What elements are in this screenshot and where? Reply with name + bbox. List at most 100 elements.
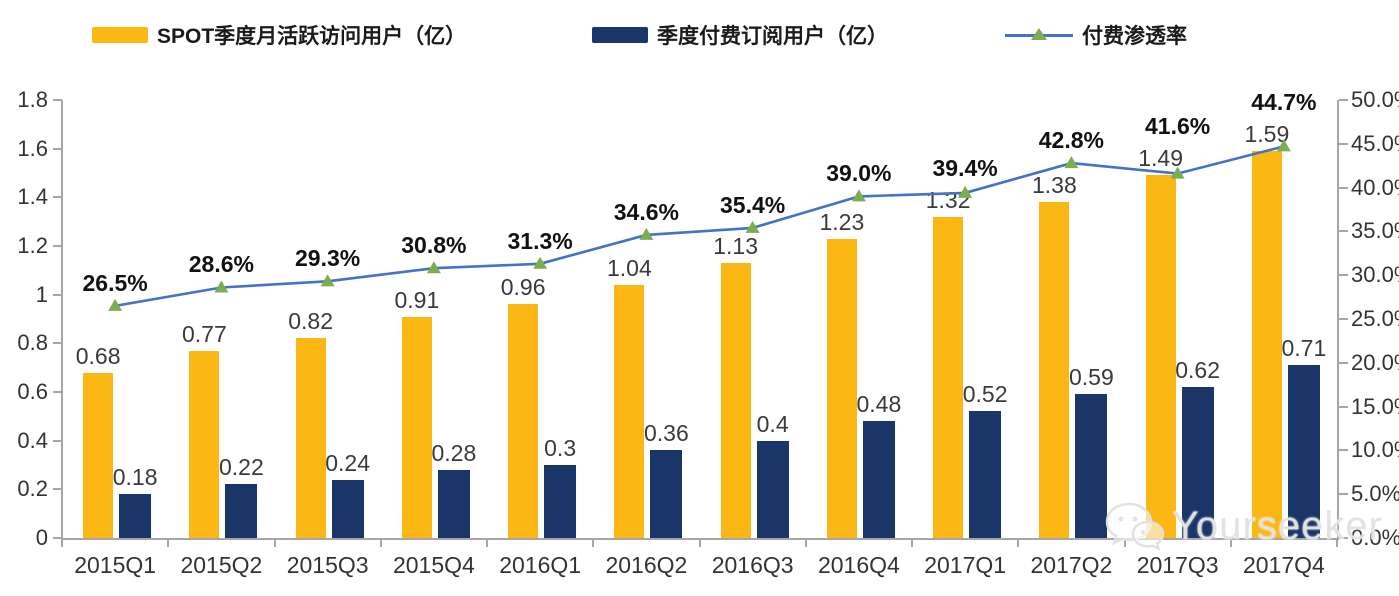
wechat-icon [1105, 502, 1165, 552]
y-axis-left-tick-label: 0.6 [17, 379, 48, 404]
x-axis-tick [911, 538, 913, 547]
y-axis-left-tick [53, 537, 62, 539]
x-axis-tick [1229, 538, 1232, 547]
y-axis-left-tick-label: 0 [35, 525, 48, 550]
x-axis-category-label: 2017Q1 [924, 552, 1007, 578]
subs-value-label: 0.28 [431, 439, 477, 466]
y-axis-right-tick-label: 30.0% [1351, 262, 1399, 288]
y-axis-right-tick-label: 0.0% [1351, 525, 1399, 550]
y-axis-right-tick [1339, 493, 1348, 496]
y-axis-right-tick [1339, 274, 1348, 277]
subs-value-label: 0.59 [1068, 364, 1114, 391]
mau-value-label: 1.49 [1138, 145, 1184, 172]
mau-bar [933, 216, 964, 538]
x-axis-tick [804, 538, 807, 547]
subs-value-label: 0.4 [756, 410, 789, 437]
x-axis-tick [379, 538, 382, 547]
x-axis-tick [1123, 538, 1126, 547]
subs-legend-swatch [592, 27, 648, 43]
mau-bar [295, 338, 326, 538]
x-axis-category-label: 2015Q4 [392, 552, 475, 578]
x-axis-tick [486, 538, 488, 547]
mau-bar [720, 263, 751, 538]
y-axis-left-tick [53, 439, 62, 442]
y-axis-right-tick [1339, 449, 1348, 452]
subs-bar [650, 450, 683, 538]
x-axis-category-label: 2015Q3 [286, 552, 369, 578]
subs-value-label: 0.52 [962, 381, 1008, 408]
penetration-percent-label: 35.4% [720, 191, 786, 218]
mau-bar [1145, 175, 1176, 538]
subs-bar [331, 479, 364, 538]
mau-value-label: 1.23 [819, 208, 865, 235]
x-axis-category-label: 2017Q3 [1136, 552, 1219, 578]
y-axis-left-tick-label: 0.2 [17, 476, 48, 502]
penetration-percent-label: 42.8% [1038, 127, 1104, 154]
y-axis-right-tick [1339, 99, 1348, 101]
subs-value-label: 0.18 [112, 464, 158, 491]
y-axis-right-tick [1339, 318, 1348, 320]
x-axis-category-label: 2015Q1 [74, 552, 157, 578]
penetration-percent-label: 28.6% [188, 251, 254, 278]
legend-item-penetration: 付费渗透率 [1005, 20, 1187, 50]
subs-value-label: 0.62 [1175, 357, 1221, 384]
penetration-percent-label: 39.0% [826, 160, 892, 187]
y-axis-left-tick-label: 0.4 [17, 427, 48, 453]
watermark-text: Yourseeker [1172, 503, 1383, 548]
x-axis-category-label: 2017Q2 [1030, 552, 1113, 578]
subs-bar [969, 411, 1002, 538]
subs-legend-label: 季度付费订阅用户（亿） [657, 25, 888, 48]
mau-bar [614, 284, 645, 538]
y-axis-left-tick-label: 1.6 [17, 135, 48, 161]
subs-bar [225, 484, 258, 538]
mau-value-label: 0.77 [181, 320, 227, 347]
mau-value-label: 0.82 [288, 308, 334, 335]
y-axis-right-tick [1339, 361, 1348, 364]
y-axis-right-tick [1339, 186, 1348, 189]
subs-value-label: 0.48 [856, 391, 902, 418]
legend-item-mau: SPOT季度月活跃访问用户（亿） [92, 20, 466, 50]
x-axis-category-label: 2016Q2 [605, 552, 688, 578]
x-axis-category-label: 2017Q4 [1242, 552, 1325, 578]
y-axis-right-tick-label: 45.0% [1351, 130, 1399, 156]
mau-value-label: 1.32 [925, 186, 971, 213]
mau-value-label: 1.38 [1031, 172, 1077, 199]
x-axis-tick [167, 538, 170, 547]
y-axis-left-tick [53, 488, 62, 491]
x-axis-category-label: 2016Q3 [711, 552, 794, 578]
y-axis-right-tick-label: 35.0% [1351, 218, 1399, 244]
subs-bar [437, 469, 470, 538]
x-axis-tick [273, 538, 276, 547]
mau-value-label: 0.96 [500, 274, 546, 301]
x-axis-tick [592, 538, 595, 547]
y-axis-left-tick [53, 342, 62, 345]
mau-bar [1039, 202, 1070, 538]
penetration-percent-label: 31.3% [507, 227, 573, 254]
mau-value-label: 0.91 [394, 286, 440, 313]
y-axis-right-tick [1339, 230, 1348, 233]
penetration-percent-label: 39.4% [932, 154, 998, 181]
penetration-percent-label: 30.8% [401, 232, 467, 259]
mau-value-label: 1.59 [1244, 121, 1290, 148]
y-axis-left-tick-label: 1.4 [17, 184, 48, 210]
mau-value-label: 1.04 [606, 254, 652, 281]
triangle-marker-icon [1031, 28, 1047, 40]
subs-bar [1181, 387, 1214, 538]
y-axis-left-tick [53, 293, 62, 296]
y-axis-left-tick-label: 1 [35, 281, 48, 307]
mau-bar [401, 316, 432, 538]
legend-item-subs: 季度付费订阅用户（亿） [592, 20, 888, 50]
penetration-percent-label: 29.3% [295, 245, 361, 272]
penetration-legend-label: 付费渗透率 [1082, 25, 1187, 48]
mau-bar [189, 350, 220, 538]
y-axis-left-tick [53, 147, 62, 150]
penetration-percent-label: 26.5% [82, 269, 148, 296]
subs-bar [1075, 394, 1108, 538]
subs-value-label: 0.24 [325, 449, 371, 476]
y-axis-right-tick-label: 15.0% [1351, 393, 1399, 419]
y-axis-right-tick [1339, 142, 1348, 145]
x-axis-tick [1017, 538, 1020, 547]
y-axis-left-tick [53, 245, 62, 247]
mau-value-label: 0.68 [75, 342, 121, 369]
y-axis-right-tick-label: 20.0% [1351, 349, 1399, 375]
